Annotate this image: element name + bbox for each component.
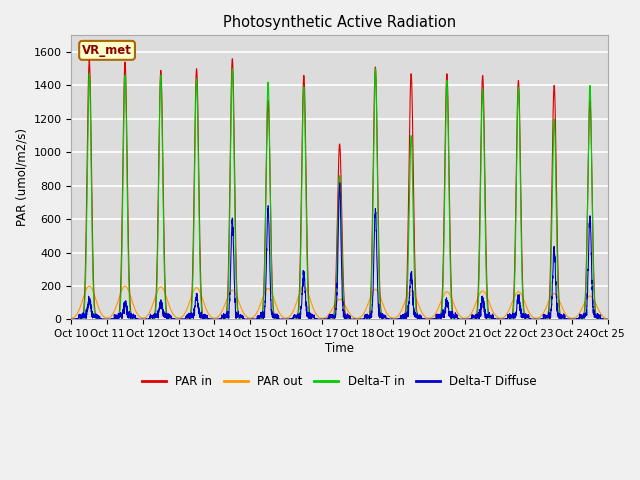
Title: Photosynthetic Active Radiation: Photosynthetic Active Radiation <box>223 15 456 30</box>
Legend: PAR in, PAR out, Delta-T in, Delta-T Diffuse: PAR in, PAR out, Delta-T in, Delta-T Dif… <box>138 371 541 393</box>
X-axis label: Time: Time <box>325 342 354 355</box>
Text: VR_met: VR_met <box>82 44 132 57</box>
Y-axis label: PAR (umol/m2/s): PAR (umol/m2/s) <box>15 128 28 227</box>
